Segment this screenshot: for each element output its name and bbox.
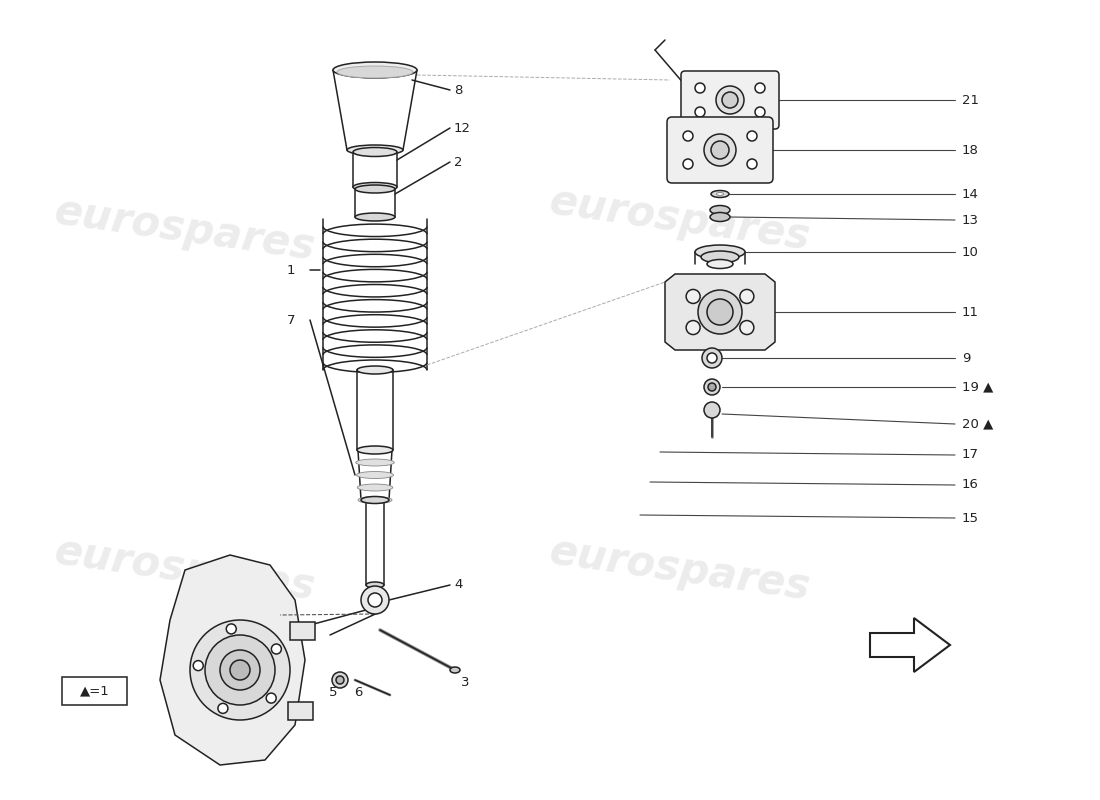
Circle shape: [704, 134, 736, 166]
Circle shape: [740, 290, 754, 303]
Text: 17: 17: [962, 449, 979, 462]
Ellipse shape: [707, 259, 733, 269]
Ellipse shape: [358, 497, 392, 503]
Ellipse shape: [358, 366, 393, 374]
Circle shape: [711, 141, 729, 159]
Circle shape: [708, 383, 716, 391]
Text: eurospares: eurospares: [52, 191, 318, 269]
Polygon shape: [160, 555, 305, 765]
Ellipse shape: [711, 190, 729, 198]
Bar: [290, 622, 315, 640]
Circle shape: [698, 290, 742, 334]
Circle shape: [361, 586, 389, 614]
Ellipse shape: [355, 459, 394, 466]
Text: 15: 15: [962, 511, 979, 525]
Circle shape: [695, 83, 705, 93]
Circle shape: [227, 624, 236, 634]
Text: 20 ▲: 20 ▲: [962, 418, 993, 430]
Circle shape: [755, 107, 764, 117]
Circle shape: [230, 660, 250, 680]
Circle shape: [218, 703, 228, 714]
Circle shape: [266, 693, 276, 703]
Text: 12: 12: [454, 122, 471, 134]
Bar: [62, 677, 126, 705]
Text: 10: 10: [962, 246, 979, 258]
Ellipse shape: [450, 667, 460, 673]
Circle shape: [686, 290, 700, 303]
Circle shape: [220, 650, 260, 690]
Text: eurospares: eurospares: [547, 181, 813, 259]
Circle shape: [747, 131, 757, 141]
FancyBboxPatch shape: [667, 117, 773, 183]
Circle shape: [755, 83, 764, 93]
Circle shape: [707, 353, 717, 363]
Text: 5: 5: [329, 686, 338, 698]
Text: 1: 1: [286, 263, 295, 277]
Circle shape: [722, 92, 738, 108]
Circle shape: [336, 676, 344, 684]
Ellipse shape: [716, 193, 724, 195]
Ellipse shape: [346, 145, 403, 155]
Circle shape: [190, 620, 290, 720]
Circle shape: [194, 661, 204, 670]
Circle shape: [272, 644, 282, 654]
Text: ▲=1: ▲=1: [80, 685, 110, 698]
Text: 6: 6: [354, 686, 362, 698]
Circle shape: [683, 159, 693, 169]
Text: 8: 8: [454, 83, 462, 97]
Text: 3: 3: [461, 675, 470, 689]
Ellipse shape: [361, 497, 389, 503]
Ellipse shape: [353, 147, 397, 157]
Circle shape: [695, 107, 705, 117]
Ellipse shape: [355, 213, 395, 221]
Ellipse shape: [710, 206, 730, 214]
Polygon shape: [666, 274, 776, 350]
Text: 21: 21: [962, 94, 979, 106]
Circle shape: [747, 159, 757, 169]
Circle shape: [704, 402, 720, 418]
Ellipse shape: [358, 446, 393, 454]
Circle shape: [205, 635, 275, 705]
Bar: [288, 702, 313, 720]
Circle shape: [683, 131, 693, 141]
FancyBboxPatch shape: [681, 71, 779, 129]
Ellipse shape: [333, 62, 417, 78]
Text: 4: 4: [454, 578, 462, 591]
Text: eurospares: eurospares: [547, 531, 813, 609]
Polygon shape: [870, 618, 950, 672]
Text: 13: 13: [962, 214, 979, 226]
Circle shape: [716, 86, 744, 114]
Text: 11: 11: [962, 306, 979, 318]
Ellipse shape: [366, 582, 384, 588]
Circle shape: [704, 379, 720, 395]
Circle shape: [740, 321, 754, 334]
Circle shape: [332, 672, 348, 688]
Ellipse shape: [710, 213, 730, 222]
Circle shape: [686, 321, 700, 334]
Ellipse shape: [353, 182, 397, 191]
Circle shape: [707, 299, 733, 325]
Text: 16: 16: [962, 478, 979, 491]
Text: 9: 9: [962, 351, 970, 365]
Ellipse shape: [695, 245, 745, 259]
Text: 18: 18: [962, 143, 979, 157]
Text: 2: 2: [454, 155, 462, 169]
Ellipse shape: [355, 185, 395, 193]
Ellipse shape: [356, 471, 394, 478]
Text: 14: 14: [962, 187, 979, 201]
Text: eurospares: eurospares: [52, 531, 318, 609]
Ellipse shape: [701, 251, 739, 263]
Circle shape: [702, 348, 722, 368]
Text: 7: 7: [286, 314, 295, 326]
Text: 19 ▲: 19 ▲: [962, 381, 993, 394]
Ellipse shape: [337, 66, 412, 78]
Circle shape: [368, 593, 382, 607]
Ellipse shape: [358, 484, 393, 491]
